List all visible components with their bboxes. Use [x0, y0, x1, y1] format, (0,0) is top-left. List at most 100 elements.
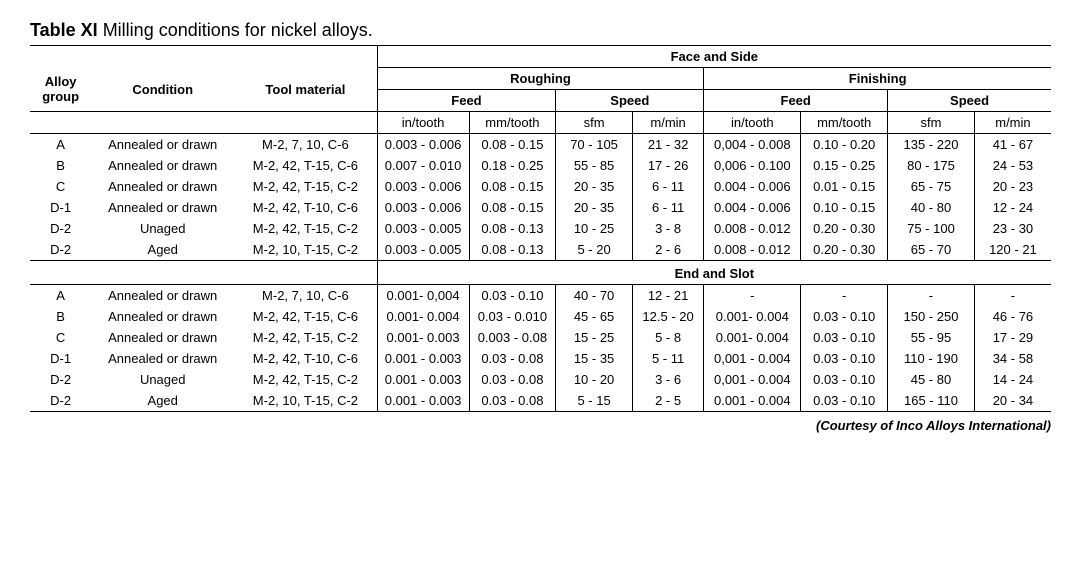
cell: 0,004 - 0.008 [704, 134, 801, 156]
alloy-cell: D-2 [30, 239, 91, 261]
tool-cell: M-2, 42, T-15, C-2 [234, 327, 377, 348]
unit-in: in/tooth [377, 112, 469, 134]
cell: 0.03 - 0.10 [801, 390, 888, 412]
unit-mm: mm/tooth [801, 112, 888, 134]
cell: 0.008 - 0.012 [704, 239, 801, 261]
cell: 15 - 35 [556, 348, 633, 369]
hdr-tool: Tool material [234, 68, 377, 112]
cell: 0.08 - 0.13 [469, 218, 556, 239]
cell: 0.03 - 0.08 [469, 390, 556, 412]
cell: 12 - 24 [974, 197, 1051, 218]
hdr-feed-f: Feed [704, 90, 888, 112]
cell: 0,006 - 0.100 [704, 155, 801, 176]
cell: 75 - 100 [888, 218, 975, 239]
cell: 45 - 80 [888, 369, 975, 390]
cell: - [974, 285, 1051, 307]
cell: 5 - 11 [632, 348, 703, 369]
cell: 55 - 95 [888, 327, 975, 348]
cell: 23 - 30 [974, 218, 1051, 239]
cell: 0.001 - 0.003 [377, 369, 469, 390]
cell: 3 - 8 [632, 218, 703, 239]
cell: 0.10 - 0.20 [801, 134, 888, 156]
cell: 0.18 - 0.25 [469, 155, 556, 176]
condition-cell: Unaged [91, 369, 234, 390]
condition-cell: Annealed or drawn [91, 197, 234, 218]
tool-cell: M-2, 42, T-15, C-2 [234, 369, 377, 390]
cell: 6 - 11 [632, 176, 703, 197]
title-rest: Milling conditions for nickel alloys. [98, 20, 373, 40]
cell: 5 - 8 [632, 327, 703, 348]
cell: 0.001 - 0.003 [377, 390, 469, 412]
cell: 0.003 - 0.006 [377, 134, 469, 156]
cell: 0.03 - 0.08 [469, 369, 556, 390]
cell: 0,001 - 0.004 [704, 369, 801, 390]
cell: 0.03 - 0.10 [801, 369, 888, 390]
alloy-cell: A [30, 285, 91, 307]
unit-mmin: m/min [632, 112, 703, 134]
hdr-finishing: Finishing [704, 68, 1051, 90]
cell: 0.10 - 0.15 [801, 197, 888, 218]
cell: 65 - 70 [888, 239, 975, 261]
condition-cell: Annealed or drawn [91, 348, 234, 369]
cell: - [801, 285, 888, 307]
hdr-feed-r: Feed [377, 90, 556, 112]
cell: 0.03 - 0.10 [801, 306, 888, 327]
alloy-cell: D-1 [30, 197, 91, 218]
condition-cell: Aged [91, 390, 234, 412]
cell: 0.003 - 0.006 [377, 197, 469, 218]
cell: 0.01 - 0.15 [801, 176, 888, 197]
table-row: AAnnealed or drawnM-2, 7, 10, C-60.003 -… [30, 134, 1051, 156]
cell: 55 - 85 [556, 155, 633, 176]
cell: 45 - 65 [556, 306, 633, 327]
alloy-cell: C [30, 176, 91, 197]
table-row: BAnnealed or drawnM-2, 42, T-15, C-60.00… [30, 306, 1051, 327]
cell: 0.003 - 0.005 [377, 218, 469, 239]
tool-cell: M-2, 42, T-15, C-6 [234, 155, 377, 176]
cell: 20 - 23 [974, 176, 1051, 197]
cell: 46 - 76 [974, 306, 1051, 327]
cell: 0.08 - 0.13 [469, 239, 556, 261]
cell: 10 - 25 [556, 218, 633, 239]
cell: 0.15 - 0.25 [801, 155, 888, 176]
hdr-condition: Condition [91, 68, 234, 112]
cell: 0.001- 0.003 [377, 327, 469, 348]
cell: 0.001- 0,004 [377, 285, 469, 307]
cell: 6 - 11 [632, 197, 703, 218]
hdr-speed-r: Speed [556, 90, 704, 112]
cell: 120 - 21 [974, 239, 1051, 261]
unit-sfm: sfm [556, 112, 633, 134]
tool-cell: M-2, 42, T-15, C-2 [234, 218, 377, 239]
cell: 0,001 - 0.004 [704, 348, 801, 369]
cell: 34 - 58 [974, 348, 1051, 369]
condition-cell: Aged [91, 239, 234, 261]
hdr-roughing: Roughing [377, 68, 704, 90]
blank [234, 46, 377, 68]
table-row: AAnnealed or drawnM-2, 7, 10, C-60.001- … [30, 285, 1051, 307]
cell: 0.001 - 0.004 [704, 390, 801, 412]
cell: 17 - 29 [974, 327, 1051, 348]
tool-cell: M-2, 7, 10, C-6 [234, 134, 377, 156]
cell: 80 - 175 [888, 155, 975, 176]
condition-cell: Annealed or drawn [91, 134, 234, 156]
tool-cell: M-2, 7, 10, C-6 [234, 285, 377, 307]
blank [91, 46, 234, 68]
table-title: Table XI Milling conditions for nickel a… [30, 20, 1051, 41]
tool-cell: M-2, 10, T-15, C-2 [234, 239, 377, 261]
cell: 0.08 - 0.15 [469, 197, 556, 218]
blank [234, 112, 377, 134]
cell: 0.08 - 0.15 [469, 134, 556, 156]
cell: 21 - 32 [632, 134, 703, 156]
tool-cell: M-2, 42, T-10, C-6 [234, 348, 377, 369]
cell: 0.001- 0.004 [704, 327, 801, 348]
cell: 20 - 35 [556, 197, 633, 218]
condition-cell: Unaged [91, 218, 234, 239]
cell: 0.08 - 0.15 [469, 176, 556, 197]
cell: 0.03 - 0.08 [469, 348, 556, 369]
table-row: D-2UnagedM-2, 42, T-15, C-20.003 - 0.005… [30, 218, 1051, 239]
cell: 12.5 - 20 [632, 306, 703, 327]
cell: 0.008 - 0.012 [704, 218, 801, 239]
cell: 0.003 - 0.006 [377, 176, 469, 197]
hdr-alloy: Alloy group [30, 68, 91, 112]
hdr-end-slot: End and Slot [377, 261, 1051, 285]
blank [30, 261, 377, 285]
